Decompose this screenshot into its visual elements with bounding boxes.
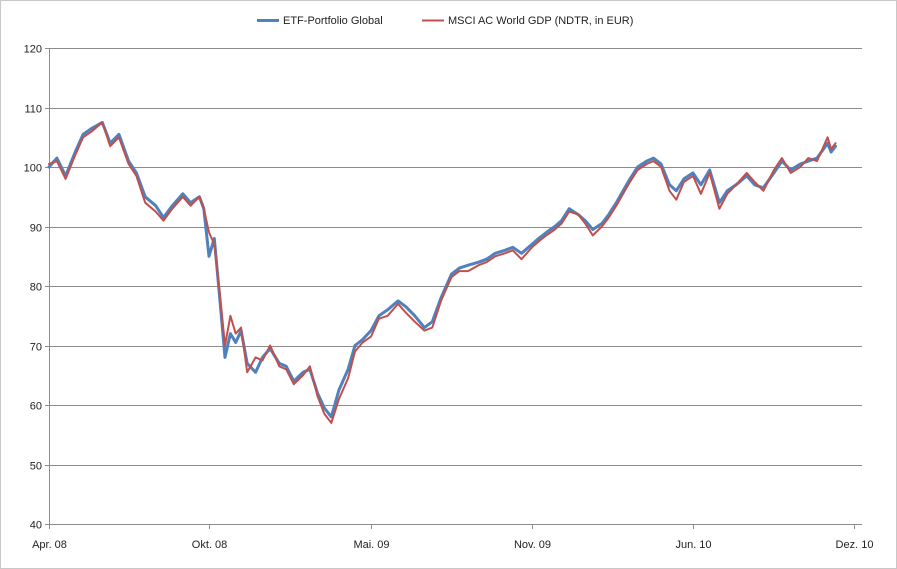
y-tick-label: 120 [24,44,42,56]
y-tick-label: 60 [30,401,42,413]
y-tick-label: 50 [30,461,42,473]
axes: 40 50 60 70 80 90 100 110 120 Apr. 08 Okt. 08 Mai. … [24,44,874,552]
series-line-etf-portfolio-global [47,120,837,419]
x-tick-label: Apr. 08 [32,539,67,551]
series-lines [47,120,837,424]
y-tick-label: 90 [30,223,42,235]
legend-label: MSCI AC World GDP (NDTR, in EUR) [448,15,633,27]
x-tick-label: Nov. 09 [514,539,551,551]
y-tick-label: 80 [30,282,42,294]
legend-label: ETF-Portfolio Global [283,15,383,27]
legend: ETF-Portfolio Global MSCI AC World GDP (N… [257,15,633,27]
y-tick-label: 100 [24,163,42,175]
x-tick-label: Okt. 08 [192,539,227,551]
x-tick-label: Mai. 09 [353,539,389,551]
gridlines [49,48,862,466]
series-line-msci-ac-world-gdp [48,121,837,424]
x-tick-label: Dez. 10 [836,539,874,551]
y-tick-label: 110 [24,104,42,116]
y-tick-label: 40 [30,520,42,532]
y-tick-label: 70 [30,342,42,354]
x-tick-label: Jun. 10 [675,539,711,551]
